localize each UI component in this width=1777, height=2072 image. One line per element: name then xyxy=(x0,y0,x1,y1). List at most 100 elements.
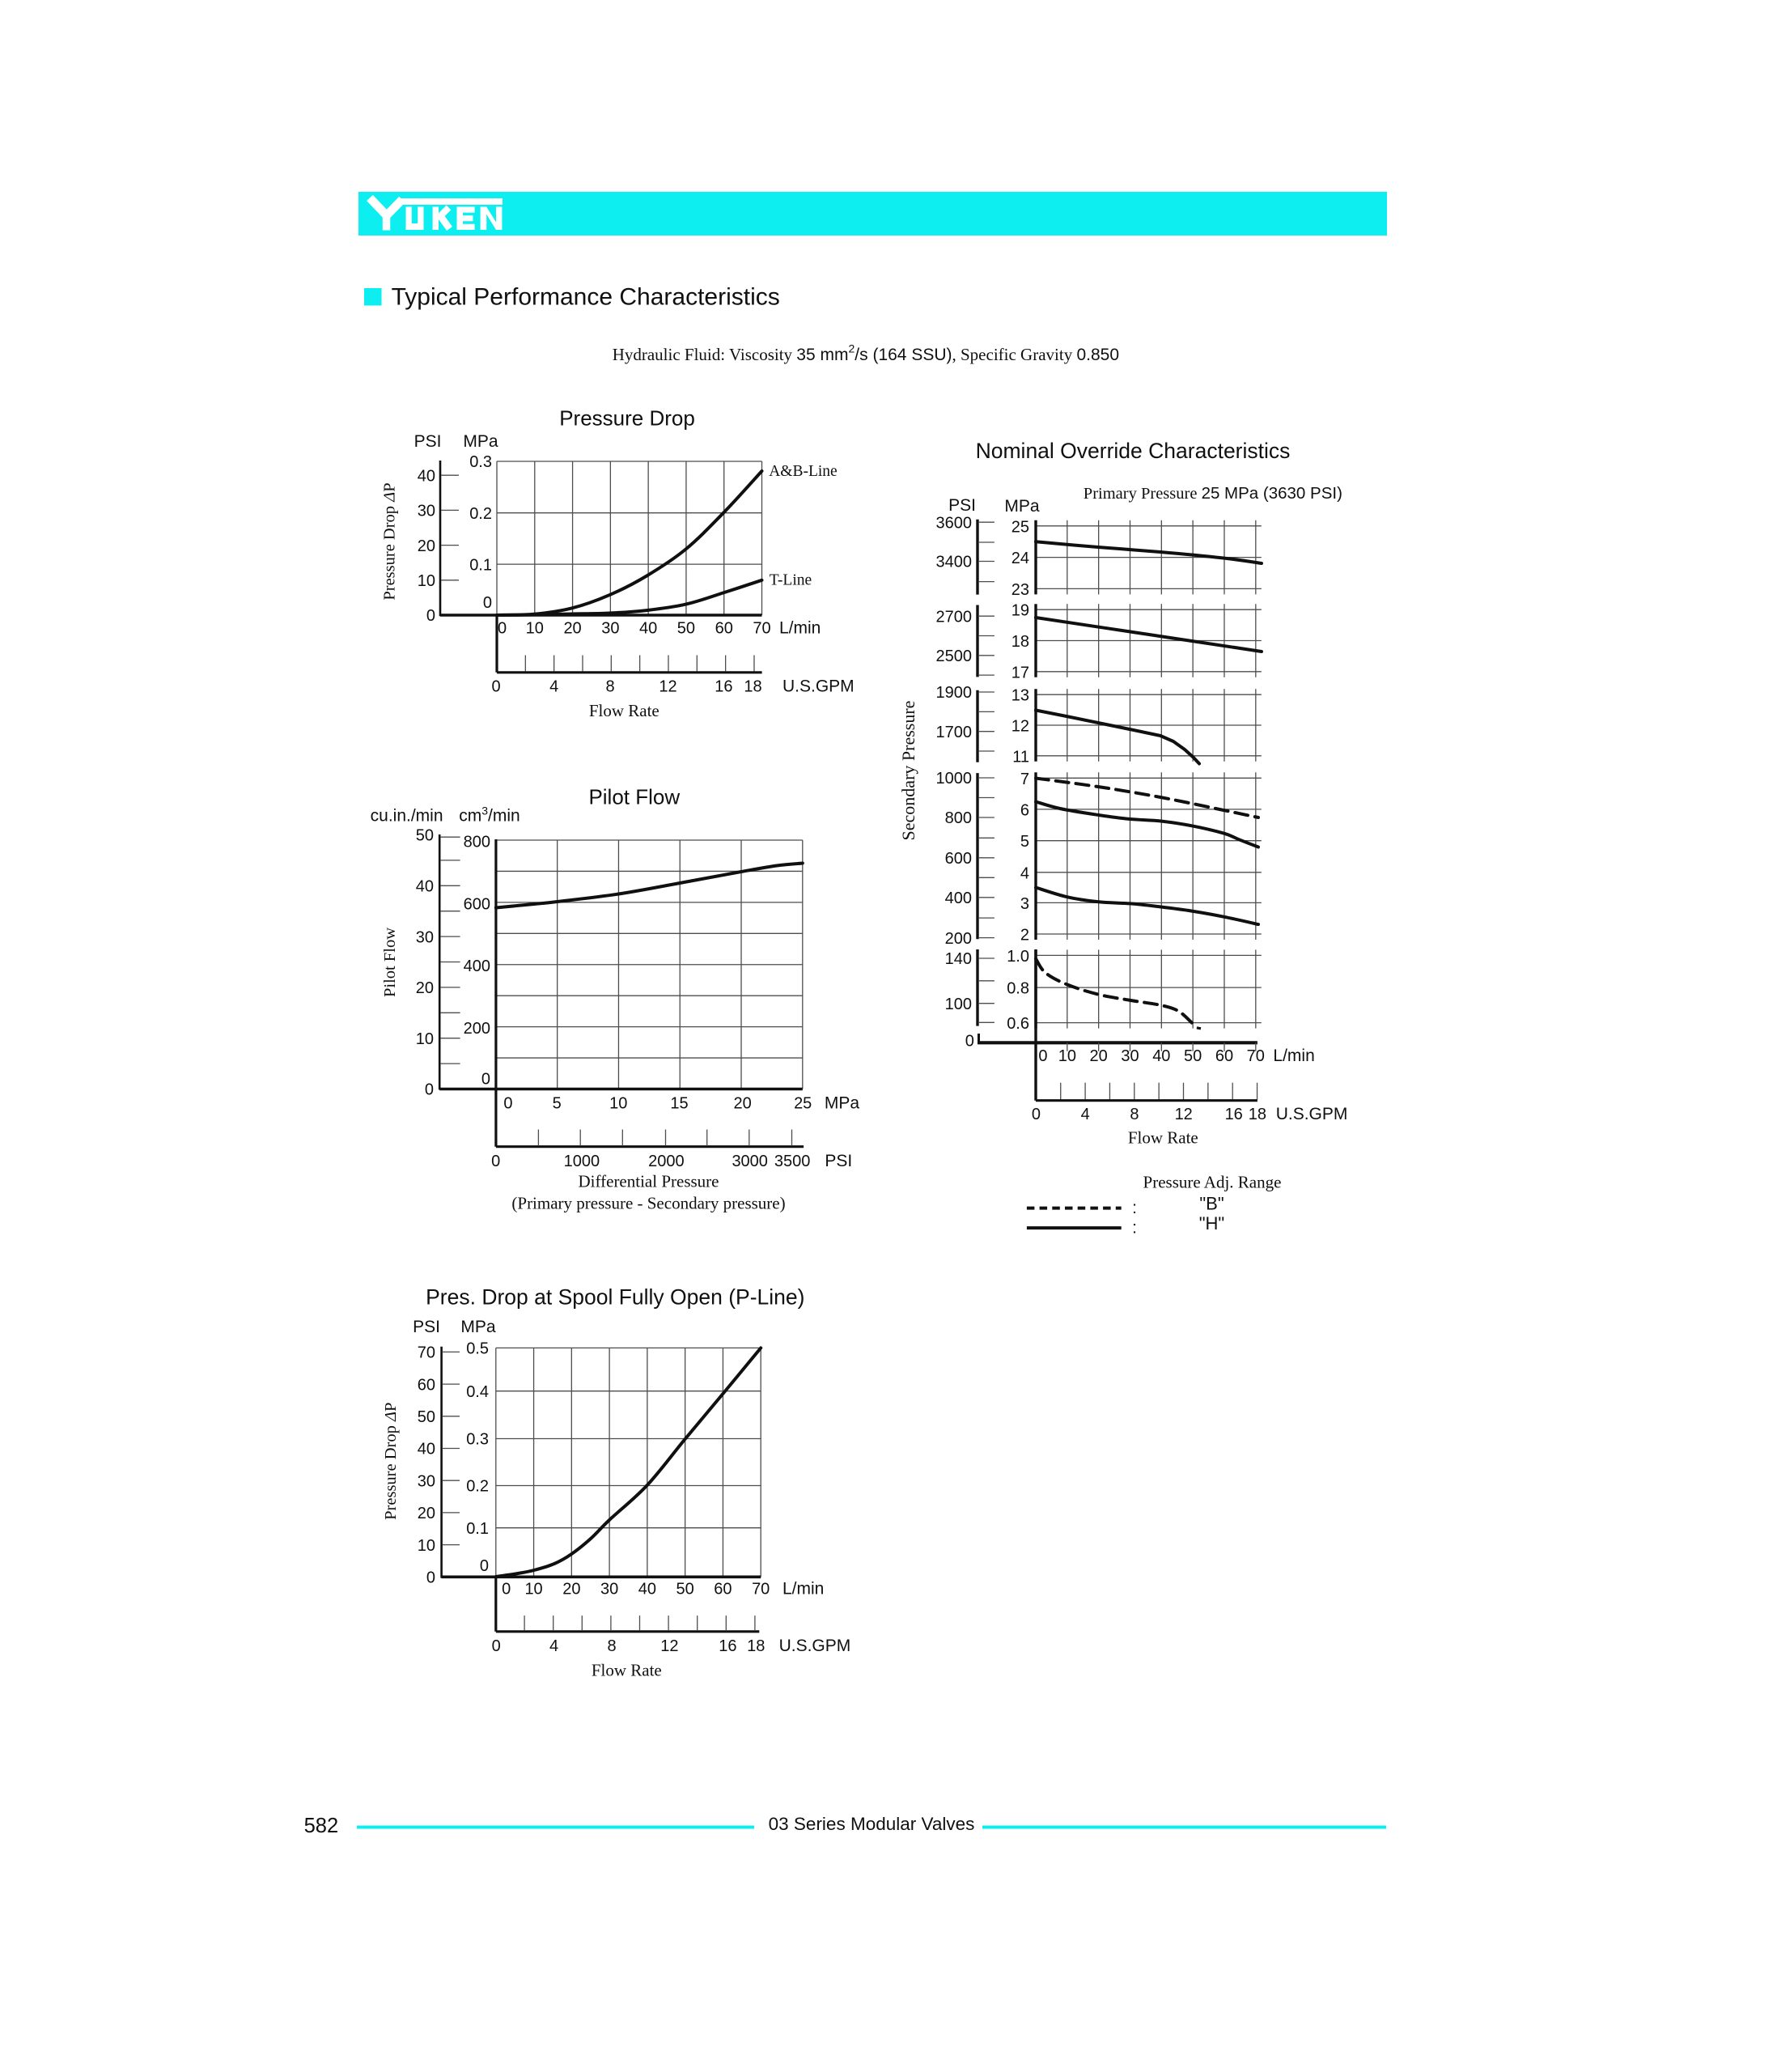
svg-text:10: 10 xyxy=(524,1581,542,1599)
svg-text:60: 60 xyxy=(714,1581,732,1599)
svg-text:20: 20 xyxy=(418,1505,435,1522)
svg-text:0: 0 xyxy=(483,594,492,612)
svg-text:11: 11 xyxy=(1012,748,1029,766)
svg-text:70: 70 xyxy=(418,1344,435,1362)
svg-text:Differential Pressure: Differential Pressure xyxy=(579,1171,719,1191)
svg-text::: : xyxy=(1132,1219,1137,1238)
svg-text:0: 0 xyxy=(965,1033,974,1051)
svg-text:40: 40 xyxy=(416,878,434,896)
svg-text:"H": "H" xyxy=(1199,1213,1225,1233)
svg-text:3500: 3500 xyxy=(774,1153,811,1170)
svg-text:0.1: 0.1 xyxy=(469,556,492,574)
svg-text:MPa: MPa xyxy=(460,1318,496,1336)
svg-text:7: 7 xyxy=(1020,771,1029,788)
svg-text:16: 16 xyxy=(719,1637,736,1655)
svg-text:1.0: 1.0 xyxy=(1007,948,1029,966)
svg-text:40: 40 xyxy=(418,1441,435,1458)
svg-text:PSI: PSI xyxy=(413,1318,440,1336)
svg-text:2700: 2700 xyxy=(936,608,973,626)
svg-text:20: 20 xyxy=(418,537,435,555)
svg-text:L/min: L/min xyxy=(782,1580,824,1599)
svg-text:18: 18 xyxy=(1249,1106,1266,1123)
svg-text:24: 24 xyxy=(1011,550,1029,567)
svg-text:Primary Pressure 25 MPa (3630: Primary Pressure 25 MPa (3630 PSI) xyxy=(1084,484,1342,503)
svg-text:60: 60 xyxy=(1215,1047,1233,1065)
svg-text:cu.in./min: cu.in./min xyxy=(371,807,443,826)
svg-text:8: 8 xyxy=(607,1637,616,1655)
svg-text:200: 200 xyxy=(464,1020,490,1038)
svg-text:3600: 3600 xyxy=(936,514,973,532)
svg-text:0: 0 xyxy=(425,1081,434,1099)
svg-text:25: 25 xyxy=(1011,518,1029,536)
svg-text:30: 30 xyxy=(418,503,435,520)
svg-text:30: 30 xyxy=(418,1472,435,1490)
svg-text:15: 15 xyxy=(670,1094,688,1112)
svg-text:2000: 2000 xyxy=(648,1153,685,1170)
svg-text:2: 2 xyxy=(1020,927,1029,945)
svg-text:10: 10 xyxy=(416,1030,434,1048)
svg-text:0.8: 0.8 xyxy=(1007,980,1029,998)
svg-text:Secondary Pressure: Secondary Pressure xyxy=(898,701,918,841)
svg-text:L/min: L/min xyxy=(1273,1047,1314,1065)
svg-text:PSI: PSI xyxy=(948,496,976,515)
svg-text:U.S.GPM: U.S.GPM xyxy=(1276,1105,1348,1123)
svg-text:0: 0 xyxy=(498,620,507,638)
svg-text:Hydraulic Fluid: Viscosity 35: Hydraulic Fluid: Viscosity 35 mm2/s (164… xyxy=(613,342,1119,365)
svg-text:10: 10 xyxy=(418,1537,435,1555)
svg-text:1000: 1000 xyxy=(936,770,973,788)
svg-text:400: 400 xyxy=(945,890,972,907)
svg-text:8: 8 xyxy=(605,678,614,696)
svg-text:40: 40 xyxy=(639,620,657,638)
svg-text:1900: 1900 xyxy=(936,684,973,702)
svg-text:50: 50 xyxy=(418,1408,435,1426)
svg-text:18: 18 xyxy=(1011,633,1029,651)
svg-text:0.3: 0.3 xyxy=(466,1431,489,1449)
svg-text:0: 0 xyxy=(1038,1047,1047,1065)
svg-text:0: 0 xyxy=(481,1071,490,1089)
svg-text:12: 12 xyxy=(1175,1106,1193,1123)
svg-text:6: 6 xyxy=(1020,801,1029,819)
svg-text:30: 30 xyxy=(416,928,434,946)
svg-text:0: 0 xyxy=(492,1637,501,1655)
svg-text:(Primary pressure - Secondary: (Primary pressure - Secondary pressure) xyxy=(511,1194,785,1213)
svg-text:0.4: 0.4 xyxy=(466,1383,489,1401)
svg-text:0: 0 xyxy=(480,1557,489,1575)
svg-text:23: 23 xyxy=(1011,581,1029,599)
svg-text:16: 16 xyxy=(715,678,732,696)
svg-text:0: 0 xyxy=(1032,1106,1041,1123)
svg-text:12: 12 xyxy=(660,1637,678,1655)
svg-text:50: 50 xyxy=(416,827,434,845)
svg-text:50: 50 xyxy=(1184,1047,1202,1065)
svg-text:10: 10 xyxy=(526,620,544,638)
svg-text:MPa: MPa xyxy=(463,432,498,451)
svg-text:Pressure Drop ΔP: Pressure Drop ΔP xyxy=(381,482,399,600)
svg-text:800: 800 xyxy=(464,833,490,851)
svg-text:Pilot Flow: Pilot Flow xyxy=(588,784,680,809)
svg-text:17: 17 xyxy=(1011,664,1029,681)
svg-text:30: 30 xyxy=(1121,1047,1139,1065)
svg-text:18: 18 xyxy=(744,678,761,696)
svg-text:2500: 2500 xyxy=(936,648,973,665)
svg-text:Pressure Drop: Pressure Drop xyxy=(559,406,695,431)
svg-text:0.6: 0.6 xyxy=(1007,1015,1029,1033)
svg-text:10: 10 xyxy=(609,1094,627,1112)
svg-text:Flow Rate: Flow Rate xyxy=(592,1661,662,1680)
svg-text:0: 0 xyxy=(502,1581,511,1599)
svg-text:600: 600 xyxy=(464,895,490,913)
svg-text:20: 20 xyxy=(733,1094,751,1112)
svg-text:Typical Performance Characteri: Typical Performance Characteristics xyxy=(392,284,780,311)
svg-text:12: 12 xyxy=(1011,718,1029,736)
svg-text:600: 600 xyxy=(945,850,972,868)
svg-text:0.2: 0.2 xyxy=(466,1478,489,1496)
svg-text:0.2: 0.2 xyxy=(469,505,492,523)
svg-text:1700: 1700 xyxy=(936,724,973,741)
svg-text:20: 20 xyxy=(562,1581,580,1599)
svg-text:0: 0 xyxy=(426,607,435,625)
svg-text:3: 3 xyxy=(1020,895,1029,913)
svg-text:800: 800 xyxy=(945,809,972,827)
svg-text:4: 4 xyxy=(549,1637,558,1655)
svg-text:20: 20 xyxy=(416,979,434,997)
svg-text:30: 30 xyxy=(601,620,619,638)
svg-text:0: 0 xyxy=(426,1569,435,1587)
svg-text:Flow Rate: Flow Rate xyxy=(589,701,659,720)
